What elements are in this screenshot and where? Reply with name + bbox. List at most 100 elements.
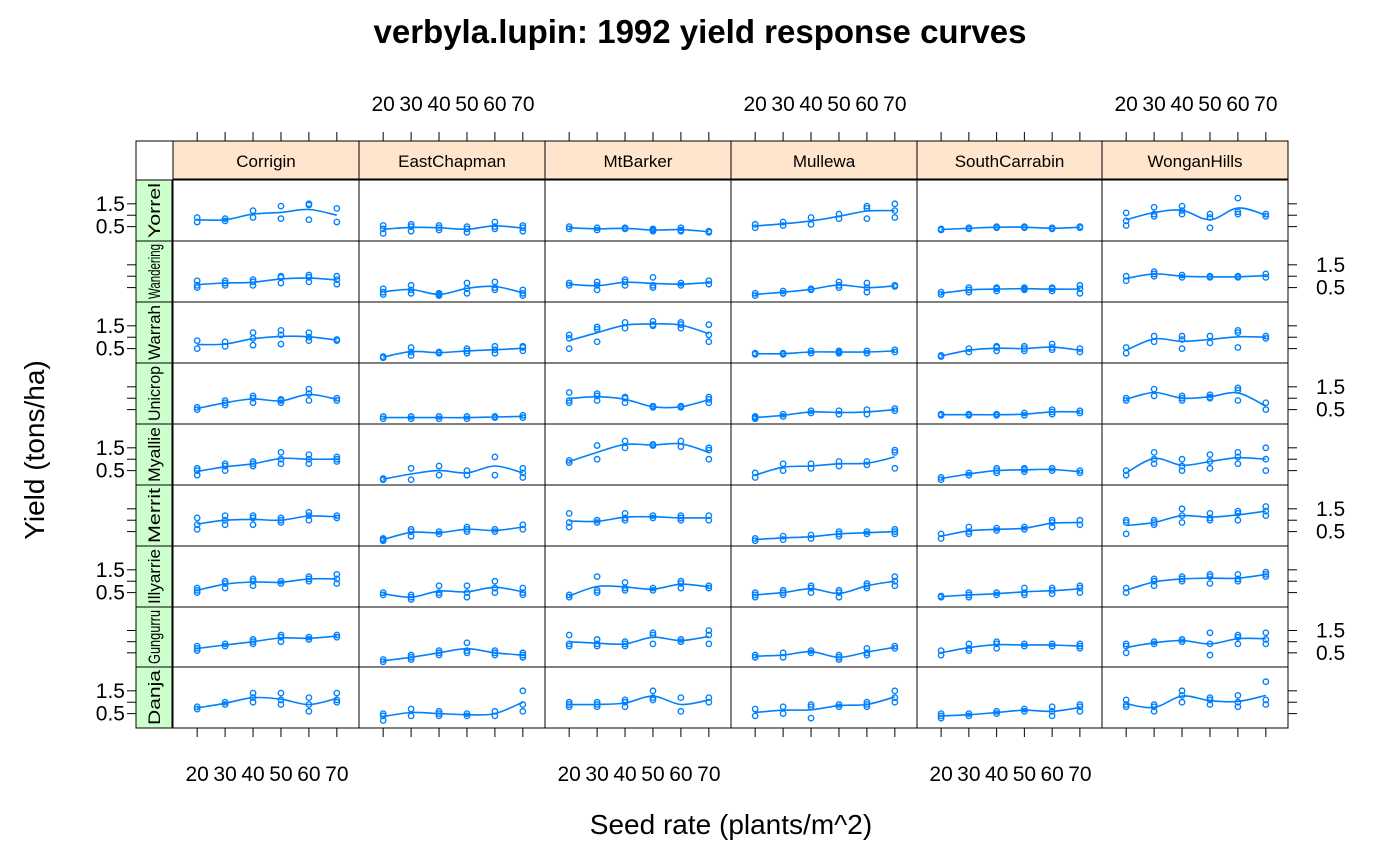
data-point [1150, 448, 1158, 456]
data-point [565, 345, 573, 353]
data-point [1048, 642, 1056, 650]
data-point [1122, 642, 1130, 650]
data-point [1178, 345, 1186, 353]
data-point [891, 200, 899, 208]
data-point [779, 536, 787, 543]
data-point [1234, 397, 1242, 404]
data-point [193, 406, 201, 414]
row-strip-label-gungurru: Gungurru [145, 610, 164, 664]
data-point [249, 341, 257, 349]
panel-unicrop-mullewa [730, 362, 918, 425]
x-tick-label: 70 [511, 93, 534, 116]
data-point [1076, 467, 1084, 475]
x-tick-label: 70 [1068, 763, 1091, 786]
x-tick-label: 40 [799, 93, 822, 116]
data-point [565, 223, 573, 231]
x-tick-label: 30 [957, 763, 980, 786]
data-point [965, 345, 973, 353]
data-point [1020, 525, 1028, 533]
data-point [333, 272, 341, 280]
data-point [891, 525, 899, 533]
data-point [379, 285, 387, 293]
data-point [1048, 712, 1056, 720]
panel-warrah-southcarrabin [916, 301, 1103, 364]
row-strip-yorrel [135, 179, 173, 242]
data-point [835, 701, 843, 708]
data-point [1206, 464, 1214, 472]
data-point [649, 514, 657, 522]
data-point [593, 397, 601, 404]
panel-yorrel-eastchapman [358, 179, 546, 242]
data-point [1178, 638, 1186, 646]
data-point [277, 340, 285, 348]
data-point [435, 471, 443, 479]
x-tick-label: 50 [641, 763, 664, 786]
response-curve-myallie-southcarrabin [940, 468, 1080, 480]
data-point [1262, 512, 1270, 520]
data-point [807, 407, 815, 415]
data-point [891, 464, 899, 472]
data-point [565, 642, 573, 650]
data-point [705, 512, 713, 520]
data-point [677, 638, 685, 646]
data-point [1234, 448, 1242, 456]
data-point [193, 337, 201, 345]
data-point [751, 289, 759, 297]
data-point [863, 288, 871, 296]
data-point [1076, 409, 1084, 417]
data-point [491, 577, 499, 585]
data-point [1178, 202, 1186, 210]
data-point [863, 279, 871, 287]
data-point [491, 342, 499, 350]
panel-danja-mtbarker [544, 666, 732, 729]
x-tick-label: 30 [585, 763, 608, 786]
data-point [649, 225, 657, 233]
data-point [779, 460, 787, 468]
data-point [379, 413, 387, 420]
data-point [1020, 464, 1028, 472]
data-point [779, 287, 787, 295]
panel-merrit-eastchapman [358, 484, 546, 547]
data-point [221, 217, 229, 225]
data-point [277, 689, 285, 697]
data-point [649, 584, 657, 592]
data-point [965, 712, 973, 720]
data-point [491, 589, 499, 597]
data-point [193, 277, 201, 285]
data-point [779, 413, 787, 420]
response-curve-myallie-eastchapman [383, 465, 524, 480]
y-tick-label: 0.5 [96, 703, 125, 726]
data-point [565, 523, 573, 531]
data-point [435, 591, 443, 599]
response-curve-yorrel-eastchapman [383, 224, 523, 231]
row-strip-label-warrah: Warrah [145, 305, 164, 360]
data-point [407, 344, 415, 351]
data-point [1020, 284, 1028, 292]
data-point [1206, 701, 1214, 708]
x-tick-label: 60 [297, 763, 320, 786]
data-point [1234, 691, 1242, 699]
data-point [1150, 707, 1158, 715]
data-point [305, 707, 313, 715]
data-point [1150, 582, 1158, 590]
data-point [565, 397, 573, 404]
data-point [593, 224, 601, 232]
data-point [249, 521, 257, 529]
x-tick-label: 30 [1142, 93, 1165, 116]
data-point [277, 395, 285, 403]
data-point [249, 399, 257, 407]
data-point [1206, 629, 1214, 637]
data-point [1122, 649, 1130, 657]
data-point [807, 701, 815, 708]
data-point [305, 278, 313, 286]
data-point [1206, 573, 1214, 581]
data-point [435, 289, 443, 297]
data-point [1122, 530, 1130, 538]
data-point [1234, 640, 1242, 648]
data-point [705, 444, 713, 452]
data-point [221, 512, 229, 520]
data-point [1076, 348, 1084, 356]
response-curve-gungurru-mullewa [755, 646, 895, 659]
data-point [891, 407, 899, 415]
data-point [407, 464, 415, 472]
